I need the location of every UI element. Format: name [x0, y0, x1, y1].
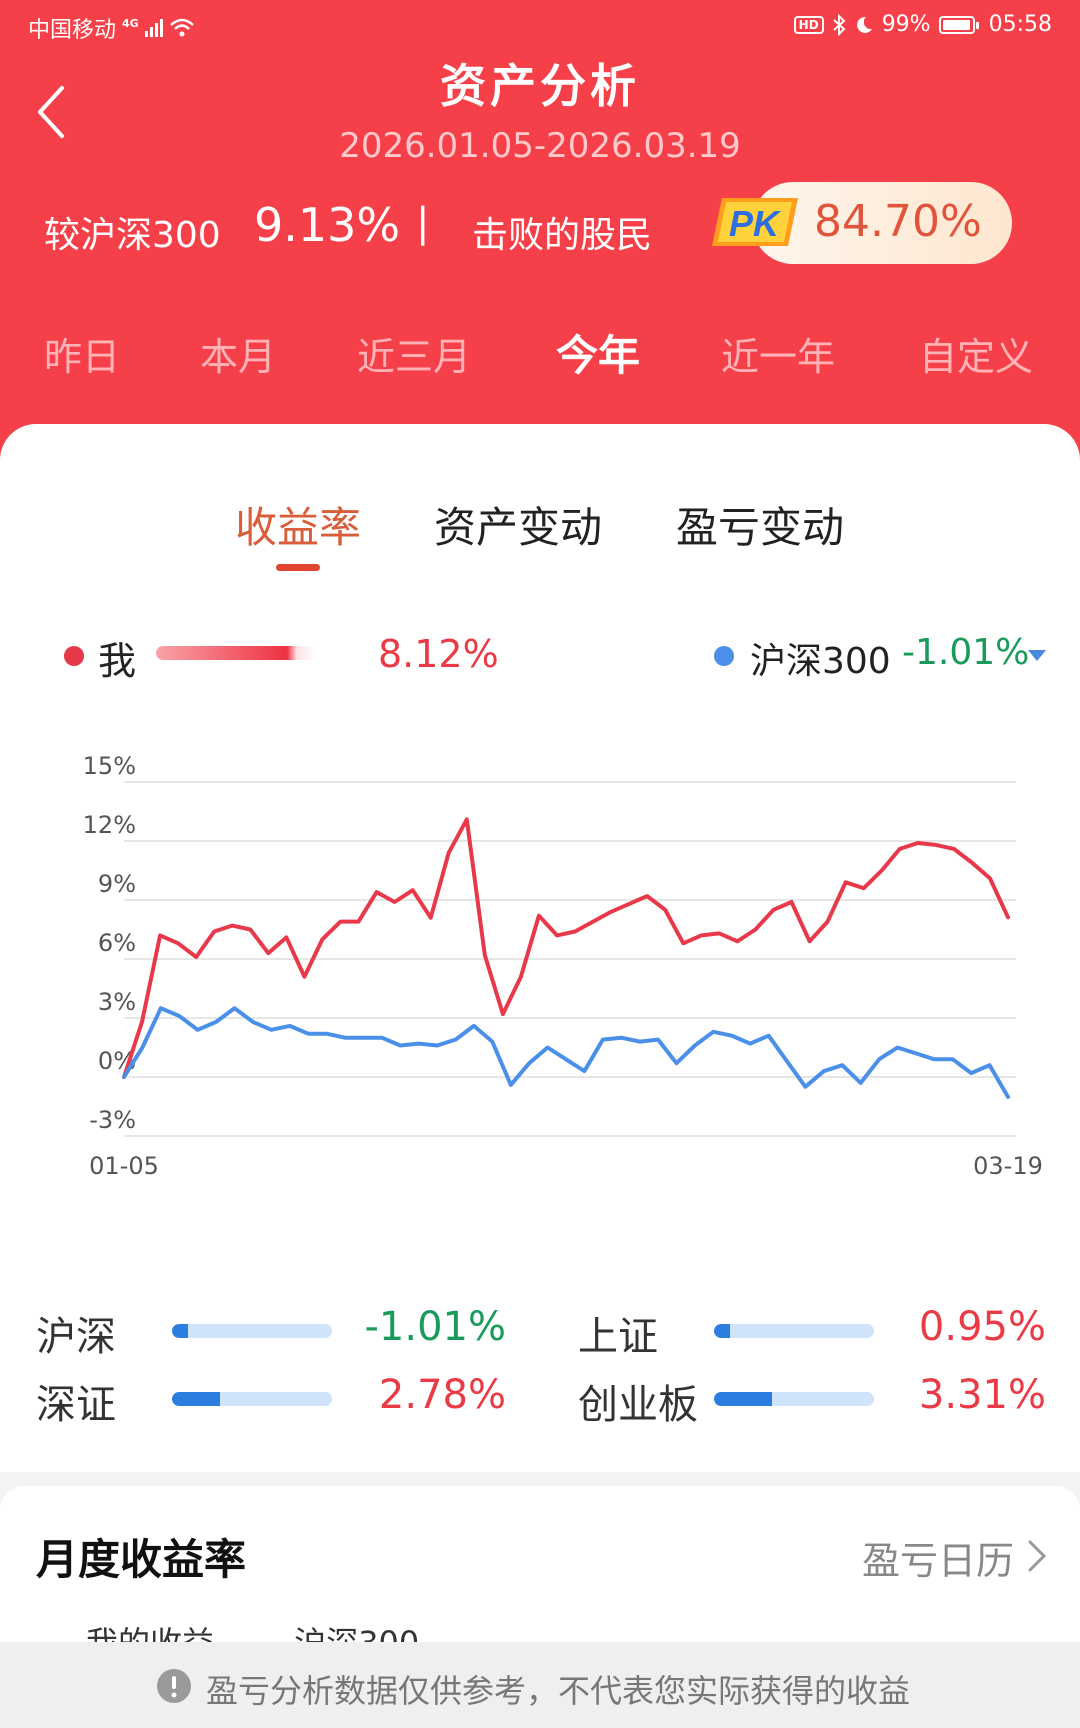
signal-icon [144, 19, 163, 37]
chart-legend: 我 8.12% 沪深300 -1.01% [0, 624, 1080, 684]
index-dropdown-icon[interactable] [1028, 650, 1046, 661]
index-name: 深证 [36, 1382, 116, 1428]
page-title: 资产分析 [440, 59, 640, 113]
period-this-month[interactable]: 本月 [199, 335, 277, 379]
tab-pnl-change[interactable]: 盈亏变动 [675, 503, 845, 552]
y-tick-label: 12% [83, 811, 136, 839]
back-arrow-icon[interactable] [30, 82, 80, 142]
date-range: 2026.01.05-2026.03.19 [339, 126, 741, 166]
legend-dot-index [714, 646, 734, 666]
index-value: -1.01% [364, 1304, 506, 1350]
index-name: 上证 [578, 1314, 658, 1360]
y-tick-label: 15% [83, 752, 136, 780]
period-selector: 昨日 本月 近三月 今年 近一年 自定义 [0, 326, 1080, 386]
header: 中国移动 4G HD 99% 05:58 资产分析 2026.01.05-202… [0, 0, 1080, 460]
pk-badge[interactable]: PK 84.70% [712, 182, 1012, 264]
index-bar-fill [172, 1324, 188, 1338]
battery-percent: 99% [881, 12, 931, 37]
battery-icon [938, 15, 979, 34]
index-name: 沪深 [36, 1314, 116, 1360]
y-tick-label: -3% [89, 1106, 136, 1134]
pk-text: PK [729, 203, 782, 244]
index-item-hushen: 沪深 -1.01% [36, 1304, 506, 1360]
carrier-name: 中国移动 [28, 18, 117, 43]
moon-icon [856, 16, 872, 33]
legend-index-value[interactable]: -1.01% [902, 632, 1030, 673]
index-bar [172, 1324, 332, 1338]
series-line-index [122, 1006, 1010, 1099]
compare-value: 9.13% [254, 198, 401, 252]
bluetooth-icon [833, 13, 846, 36]
pnl-calendar-link[interactable]: 盈亏日历 [861, 1539, 1014, 1583]
return-card: 收益率 资产变动 盈亏变动 我 8.12% 沪深300 -1.01% 15% 12… [0, 424, 1080, 1472]
index-bar-fill [172, 1392, 220, 1406]
wifi-icon [169, 18, 194, 37]
y-tick-label: 6% [98, 929, 136, 957]
index-item-chinext: 创业板 3.31% [578, 1372, 1046, 1428]
compare-row: 较沪深300 9.13% | 击败的股民 PK 84.70% [44, 182, 1044, 264]
tab-return-rate[interactable]: 收益率 [234, 503, 362, 552]
index-bar-fill [714, 1392, 772, 1406]
period-yesterday[interactable]: 昨日 [43, 335, 121, 379]
legend-me-value: 8.12% [378, 632, 499, 676]
period-custom[interactable]: 自定义 [918, 335, 1034, 379]
index-bar [714, 1324, 874, 1338]
pk-pill-bg [752, 182, 1012, 264]
beat-label: 击败的股民 [472, 215, 653, 256]
legend-dot-me [64, 646, 84, 666]
tab-asset-change[interactable]: 资产变动 [433, 503, 603, 552]
legend-me-label: 我 [98, 639, 137, 683]
info-icon [157, 1669, 191, 1703]
clock: 05:58 [988, 12, 1052, 37]
index-bar [172, 1392, 332, 1406]
series-line-me [122, 817, 1010, 1079]
legend-index-label[interactable]: 沪深300 [750, 641, 891, 682]
index-value: 3.31% [918, 1372, 1046, 1418]
index-bar-fill [714, 1324, 730, 1338]
status-bar: 中国移动 4G HD 99% 05:58 [0, 0, 1080, 50]
disclaimer-text: 盈亏分析数据仅供参考，不代表您实际获得的收益 [206, 1672, 911, 1710]
tab-bar: 收益率 资产变动 盈亏变动 [0, 494, 1080, 574]
x-tick-start: 01-05 [89, 1152, 159, 1180]
index-item-shenzheng: 深证 2.78% [36, 1372, 506, 1428]
chevron-right-icon[interactable] [1026, 1538, 1048, 1574]
index-bar [714, 1392, 874, 1406]
y-tick-label: 3% [98, 988, 136, 1016]
beat-value: 84.70% [814, 196, 982, 247]
divider: | [416, 200, 430, 246]
period-this-year[interactable]: 今年 [555, 331, 641, 380]
index-name: 创业板 [578, 1382, 698, 1428]
return-chart[interactable]: 15%12%9%6%3%0%-3%01-05 03-19 [0, 714, 1080, 1264]
network-type: 4G [122, 16, 139, 30]
y-tick-label: 9% [98, 870, 136, 898]
compare-label: 较沪深300 [44, 215, 221, 256]
index-summary: 沪深 -1.01% 上证 0.95% 深证 2.78% 创业板 3.31% [0, 1304, 1080, 1464]
hd-voice-icon: HD [793, 15, 824, 34]
period-three-months[interactable]: 近三月 [356, 335, 472, 379]
legend-me-bar [156, 646, 316, 660]
period-one-year[interactable]: 近一年 [720, 335, 836, 379]
index-value: 2.78% [378, 1372, 506, 1418]
disclaimer-bar: 盈亏分析数据仅供参考，不代表您实际获得的收益 [0, 1642, 1080, 1728]
x-tick-end: 03-19 [973, 1152, 1043, 1180]
pk-icon: PK [712, 198, 798, 246]
monthly-heading: 月度收益率 [36, 1535, 247, 1584]
index-value: 0.95% [918, 1304, 1046, 1350]
index-item-shangzheng: 上证 0.95% [578, 1304, 1046, 1360]
tab-active-indicator [276, 564, 320, 571]
